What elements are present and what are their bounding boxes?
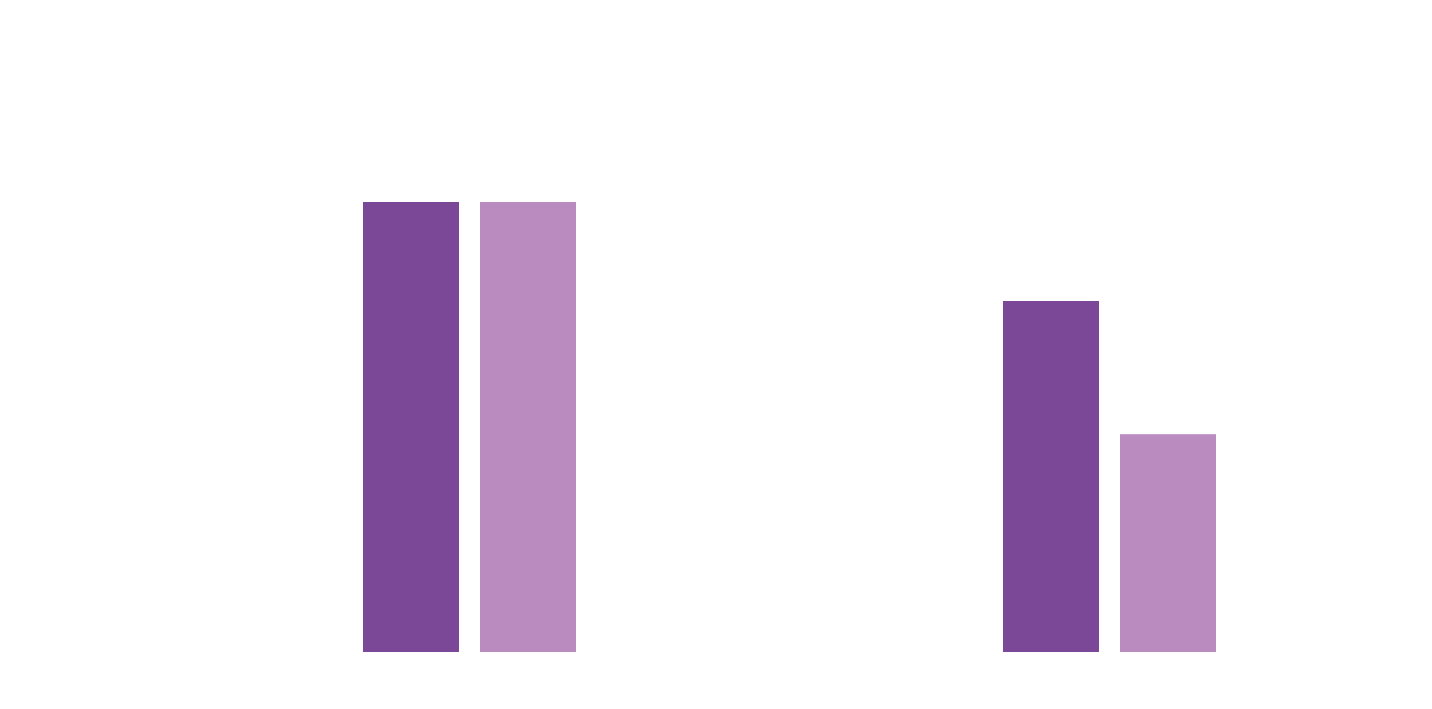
bar — [1120, 434, 1216, 652]
bar — [1003, 301, 1099, 652]
bar — [363, 202, 459, 652]
bar — [480, 202, 576, 652]
